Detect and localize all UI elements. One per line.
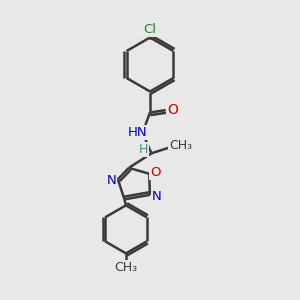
Text: H: H <box>138 143 148 156</box>
Text: N: N <box>152 190 161 202</box>
Text: CH₃: CH₃ <box>114 261 137 274</box>
Text: O: O <box>167 103 178 116</box>
Text: CH₃: CH₃ <box>169 139 193 152</box>
Text: Cl: Cl <box>143 22 157 36</box>
Text: HN: HN <box>128 126 148 140</box>
Text: O: O <box>151 166 161 179</box>
Text: N: N <box>106 174 116 187</box>
